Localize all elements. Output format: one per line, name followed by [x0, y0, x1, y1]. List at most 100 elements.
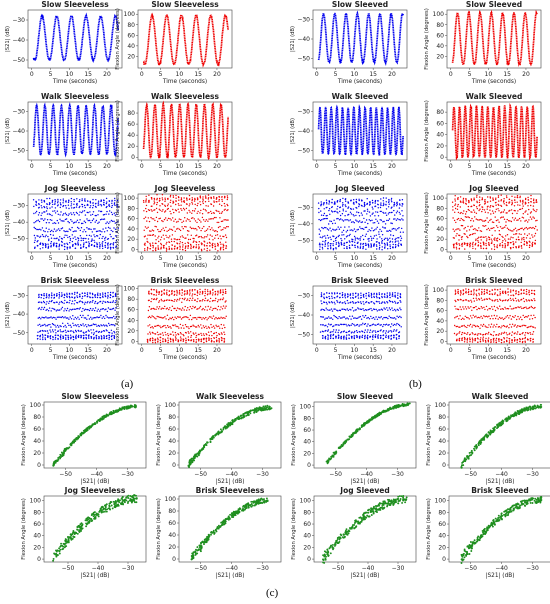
data-point: [65, 331, 67, 333]
data-point: [480, 293, 483, 295]
data-point: [173, 324, 175, 327]
data-point: [531, 292, 533, 295]
data-point: [357, 295, 359, 297]
data-point: [517, 229, 519, 231]
data-point: [92, 204, 95, 207]
x-axis-label: Time (seconds): [52, 355, 97, 361]
data-point: [485, 240, 488, 242]
data-point: [101, 237, 103, 240]
data-point: [210, 306, 212, 308]
data-point: [59, 199, 62, 201]
data-point: [39, 338, 41, 340]
data-point: [499, 244, 501, 247]
data-point: [470, 219, 472, 222]
series-flexion: [451, 194, 538, 251]
data-point: [478, 236, 480, 238]
x-tick-label: 10: [176, 347, 184, 354]
data-point: [49, 230, 52, 233]
data-point: [219, 309, 221, 311]
data-point: [488, 243, 490, 245]
data-point: [195, 244, 198, 246]
data-point: [107, 297, 109, 299]
data-point: [373, 296, 375, 299]
plot-frame: [137, 285, 233, 345]
data-point: [521, 318, 523, 321]
data-point: [476, 334, 479, 336]
data-point: [154, 338, 157, 340]
data-point: [482, 323, 485, 326]
data-point: [487, 339, 489, 342]
data-point: [342, 208, 344, 210]
data-point: [179, 316, 181, 318]
data-point: [380, 202, 382, 204]
data-point: [53, 237, 55, 240]
data-point: [487, 341, 490, 343]
data-point: [391, 206, 393, 208]
data-point: [503, 198, 505, 200]
data-point: [324, 243, 327, 245]
data-point: [193, 218, 195, 220]
data-point: [216, 196, 218, 199]
data-point: [213, 196, 215, 198]
data-point: [370, 307, 372, 310]
data-point: [476, 229, 479, 232]
data-point: [397, 297, 399, 299]
data-point: [481, 292, 483, 294]
data-point: [322, 235, 324, 238]
data-point: [44, 211, 46, 213]
data-point: [532, 236, 534, 238]
data-point: [110, 294, 112, 297]
data-point: [55, 326, 57, 328]
data-point: [327, 330, 329, 332]
data-point: [347, 302, 349, 304]
data-point: [512, 244, 515, 246]
data-point: [527, 205, 529, 207]
data-point: [385, 214, 388, 216]
data-point: [92, 293, 94, 296]
data-point: [346, 317, 348, 319]
data-point: [512, 241, 514, 243]
data-point: [47, 324, 49, 326]
data-point: [225, 315, 227, 317]
data-point: [83, 210, 86, 212]
data-point: [67, 220, 69, 223]
data-point: [200, 332, 202, 335]
data-point: [173, 318, 175, 321]
data-point: [109, 291, 112, 294]
data-point: [147, 325, 149, 327]
data-point: [453, 332, 456, 335]
data-point: [91, 231, 94, 233]
data-point: [64, 243, 66, 245]
data-point: [352, 221, 354, 223]
data-point: [472, 228, 475, 231]
data-point: [360, 296, 362, 299]
data-point: [76, 202, 78, 205]
data-point: [474, 339, 476, 341]
data-point: [181, 301, 183, 303]
data-point: [347, 293, 349, 296]
data-point: [49, 207, 51, 209]
data-point: [460, 201, 462, 203]
data-point: [179, 246, 181, 248]
data-point: [152, 234, 155, 236]
data-point: [186, 212, 188, 214]
data-point: [110, 317, 112, 319]
data-point: [69, 334, 72, 336]
data-point: [325, 237, 327, 239]
data-point: [152, 327, 154, 329]
data-point: [486, 238, 488, 240]
data-point: [164, 200, 166, 203]
data-point: [112, 247, 115, 249]
data-point: [511, 339, 513, 341]
data-point: [110, 335, 113, 338]
data-point: [58, 246, 60, 248]
data-point: [94, 228, 96, 230]
data-point: [378, 248, 381, 250]
data-point: [108, 200, 111, 202]
data-point: [341, 323, 343, 326]
data-point: [194, 306, 197, 308]
y-tick-label: 40: [127, 317, 135, 324]
data-point: [88, 234, 91, 237]
data-point: [478, 219, 480, 221]
data-point: [78, 330, 80, 332]
